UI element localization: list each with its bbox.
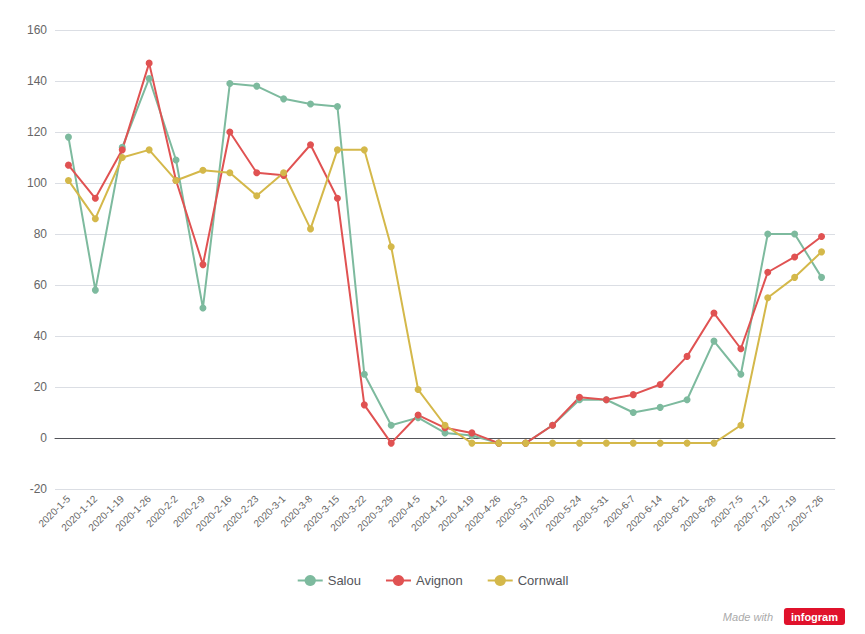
svg-text:2020-5-3: 2020-5-3 <box>493 493 530 530</box>
svg-text:2020-5-31: 2020-5-31 <box>570 493 610 533</box>
svg-text:2020-3-1: 2020-3-1 <box>251 493 288 530</box>
svg-text:2020-1-26: 2020-1-26 <box>113 493 153 533</box>
svg-text:2020-6-14: 2020-6-14 <box>624 493 665 534</box>
svg-text:2020-1-12: 2020-1-12 <box>59 493 100 534</box>
svg-text:2020-7-26: 2020-7-26 <box>785 493 825 533</box>
svg-text:120: 120 <box>27 125 47 139</box>
svg-text:2020-4-26: 2020-4-26 <box>463 493 503 533</box>
svg-text:20: 20 <box>34 380 48 394</box>
svg-text:100: 100 <box>27 176 47 190</box>
svg-text:infogram: infogram <box>791 611 838 623</box>
svg-text:Salou: Salou <box>328 573 361 588</box>
svg-text:2020-3-22: 2020-3-22 <box>328 493 369 534</box>
svg-text:2020-6-28: 2020-6-28 <box>678 493 718 533</box>
svg-text:2020-2-16: 2020-2-16 <box>193 493 234 534</box>
svg-text:-20: -20 <box>30 482 48 496</box>
svg-text:160: 160 <box>27 23 47 37</box>
svg-text:2020-2-2: 2020-2-2 <box>143 493 180 530</box>
svg-text:2020-2-23: 2020-2-23 <box>221 493 261 533</box>
svg-text:Cornwall: Cornwall <box>518 573 569 588</box>
svg-text:2020-4-12: 2020-4-12 <box>408 493 449 534</box>
svg-text:2020-1-19: 2020-1-19 <box>86 493 127 534</box>
svg-text:2020-3-29: 2020-3-29 <box>355 493 395 533</box>
svg-text:2020-6-7: 2020-6-7 <box>601 493 638 530</box>
svg-text:2020-7-5: 2020-7-5 <box>708 493 745 530</box>
svg-text:2020-7-12: 2020-7-12 <box>731 493 772 534</box>
svg-text:Made with: Made with <box>723 611 773 623</box>
svg-text:2020-5-24: 2020-5-24 <box>543 493 584 534</box>
svg-text:2020-4-5: 2020-4-5 <box>386 493 422 530</box>
svg-text:60: 60 <box>34 278 48 292</box>
svg-text:2020-2-9: 2020-2-9 <box>170 493 207 530</box>
svg-text:2020-7-19: 2020-7-19 <box>758 493 799 534</box>
svg-text:2020-6-21: 2020-6-21 <box>651 493 691 534</box>
svg-text:2020-3-15: 2020-3-15 <box>301 493 342 534</box>
svg-text:5/17/2020: 5/17/2020 <box>517 493 557 533</box>
svg-text:2020-4-19: 2020-4-19 <box>435 493 476 534</box>
svg-text:2020-3-8: 2020-3-8 <box>278 493 315 530</box>
svg-text:0: 0 <box>40 431 47 445</box>
svg-text:40: 40 <box>34 329 48 343</box>
svg-text:140: 140 <box>27 74 47 88</box>
svg-text:2020-1-5: 2020-1-5 <box>36 493 73 530</box>
svg-text:Avignon: Avignon <box>416 573 463 588</box>
svg-text:80: 80 <box>34 227 48 241</box>
